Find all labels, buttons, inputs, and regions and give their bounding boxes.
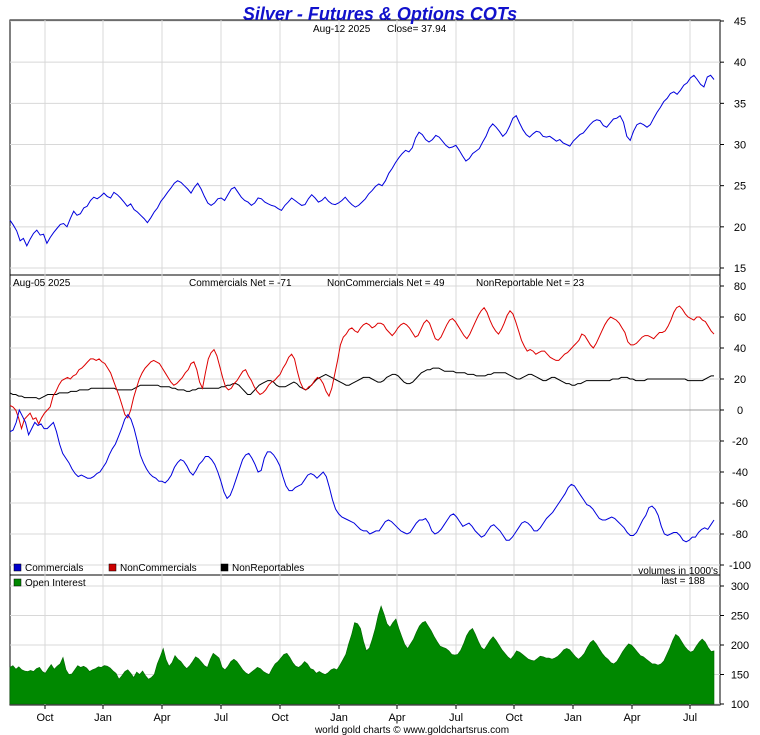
legend-swatch-open-interest: [13, 578, 22, 587]
oi-y-axis: 300 250 200 150 100: [731, 581, 749, 711]
x-tick-label: Oct: [271, 712, 288, 724]
x-tick-label: Jul: [214, 712, 228, 724]
cot-y-tick-label: -60: [732, 498, 748, 510]
cot-date: Aug-05 2025: [13, 278, 71, 289]
oi-y-tick-label: 100: [731, 699, 749, 711]
oi-y-tick-label: 250: [731, 611, 749, 623]
price-y-axis: 15 20 25 30 35 40 45: [734, 16, 746, 275]
price-y-tick-label: 45: [734, 16, 746, 28]
legend-swatch-nonreportables: [220, 563, 229, 572]
price-y-tick-label: 25: [734, 181, 746, 193]
x-tick-label: Apr: [388, 712, 405, 724]
x-tick-label: Jan: [564, 712, 582, 724]
nonreportables-line: [9, 367, 714, 400]
commercials-net-stat: Commercials Net = -71: [189, 278, 292, 289]
chart-title: Silver - Futures & Options COTs: [243, 4, 517, 24]
cot-y-tick-label: 20: [734, 374, 746, 386]
price-date: Aug-12 2025: [313, 24, 371, 35]
commercials-line: [9, 408, 715, 543]
legend-label-open-interest: Open Interest: [25, 578, 86, 589]
price-y-tick-label: 40: [734, 57, 746, 69]
cot-y-tick-label: 40: [734, 343, 746, 355]
x-tick-label: Oct: [505, 712, 522, 724]
legend-swatch-noncommercials: [108, 563, 117, 572]
cot-y-tick-label: 0: [737, 405, 743, 417]
nonreportable-net-stat: NonReportable Net = 23: [476, 278, 585, 289]
price-y-tick-label: 30: [734, 140, 746, 152]
cot-legend: Commercials NonCommercials NonReportable…: [13, 563, 304, 574]
volume-note: volumes in 1000's: [638, 566, 718, 577]
legend-label-noncommercials: NonCommercials: [120, 563, 197, 574]
cot-y-tick-label: -20: [732, 436, 748, 448]
x-axis: Oct Jan Apr Jul Oct Jan Apr Jul Oct Jan Apr Jul: [36, 705, 697, 724]
price-grid: [10, 20, 724, 275]
open-interest-area: [9, 605, 715, 705]
oi-y-tick-label: 200: [731, 640, 749, 652]
noncommercials-line: [9, 305, 715, 431]
oi-y-tick-label: 300: [731, 581, 749, 593]
price-line: [9, 74, 715, 247]
oi-panel-frame: [9, 574, 721, 706]
price-y-tick-label: 15: [734, 263, 746, 275]
cot-y-axis: 80 60 40 20 0 -20 -40 -60 -80 -100: [729, 281, 751, 572]
price-close: Close= 37.94: [387, 24, 447, 35]
cot-y-tick-label: 60: [734, 312, 746, 324]
x-tick-label: Apr: [153, 712, 170, 724]
cot-y-tick-label: -100: [729, 560, 751, 572]
price-y-tick-label: 35: [734, 98, 746, 110]
price-panel-frame: [9, 19, 721, 276]
oi-y-tick-label: 150: [731, 670, 749, 682]
x-tick-label: Oct: [36, 712, 53, 724]
cot-y-tick-label: -80: [732, 529, 748, 541]
oi-last-value: last = 188: [661, 576, 705, 587]
cot-y-tick-label: 80: [734, 281, 746, 293]
x-tick-label: Jul: [449, 712, 463, 724]
x-tick-label: Jan: [94, 712, 112, 724]
x-tick-label: Jul: [683, 712, 697, 724]
x-tick-label: Jan: [330, 712, 348, 724]
footer-credit: world gold charts © www.goldchartsrus.co…: [314, 725, 509, 735]
legend-swatch-commercials: [13, 563, 22, 572]
legend-label-nonreportables: NonReportables: [232, 563, 304, 574]
noncommercials-net-stat: NonCommercials Net = 49: [327, 278, 445, 289]
x-tick-label: Apr: [623, 712, 640, 724]
cot-y-tick-label: -40: [732, 467, 748, 479]
cot-panel-frame: [9, 274, 721, 576]
legend-label-commercials: Commercials: [25, 563, 83, 574]
price-y-tick-label: 20: [734, 222, 746, 234]
cot-grid: [10, 275, 724, 575]
